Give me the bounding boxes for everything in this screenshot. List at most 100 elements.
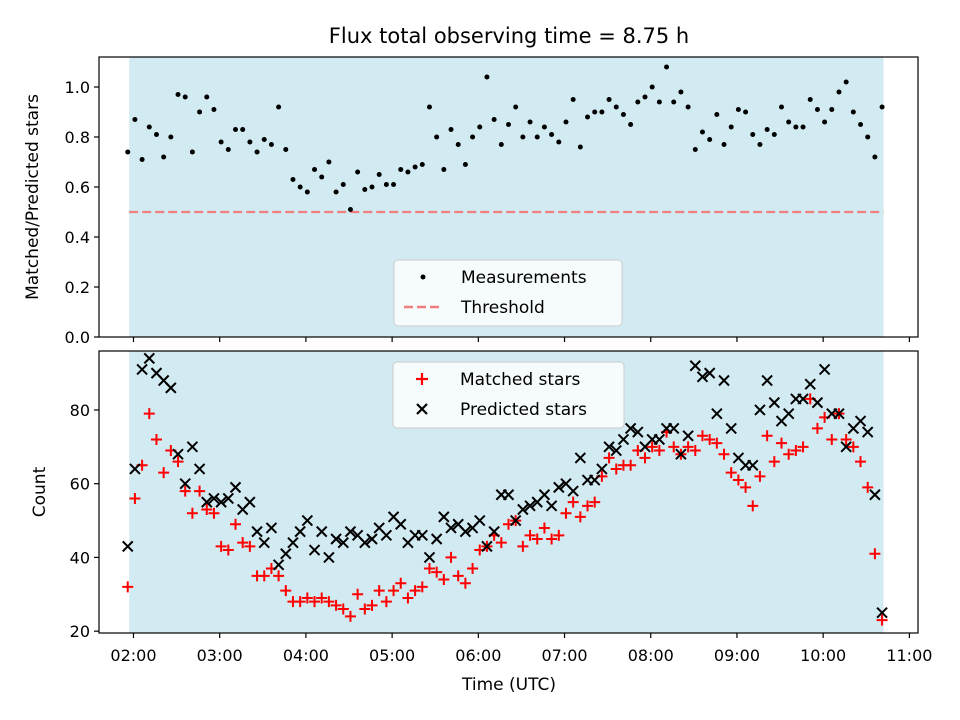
predicted-star-point <box>596 463 608 475</box>
top-y-tick-label: 1.0 <box>65 78 90 97</box>
measurement-point <box>714 112 720 117</box>
predicted-star-point <box>481 540 493 553</box>
matched-star-point <box>215 540 227 552</box>
matched-star-point <box>610 463 622 475</box>
matched-star-point <box>244 540 256 552</box>
predicted-star-point <box>725 422 737 435</box>
predicted-star-point <box>172 448 184 460</box>
matched-star-point <box>467 562 479 574</box>
measurement-point <box>829 107 835 112</box>
measurement-point <box>671 99 677 105</box>
measurement-point <box>304 189 310 195</box>
matched-star-point <box>337 603 349 615</box>
matched-star-point <box>797 441 809 453</box>
measurement-point <box>139 157 145 162</box>
matched-star-point <box>158 467 170 479</box>
predicted-star-point <box>337 536 349 549</box>
matched-star-point <box>122 581 134 593</box>
matched-star-point <box>309 596 321 608</box>
measurement-point <box>204 94 210 100</box>
measurement-point <box>362 187 368 192</box>
predicted-star-point <box>862 426 874 438</box>
matched-star-point <box>495 537 507 549</box>
predicted-star-point <box>624 422 637 435</box>
x-tick-label: 02:00 <box>110 646 156 665</box>
measurement-point <box>757 142 763 147</box>
measurement-point <box>161 154 167 160</box>
predicted-star-point <box>869 489 881 501</box>
matched-star-point <box>179 485 191 497</box>
predicted-star-point <box>287 536 299 549</box>
measurement-point <box>534 134 540 140</box>
measurement-point <box>189 149 195 155</box>
measurement-point <box>786 119 792 125</box>
measurement-point <box>333 189 339 195</box>
measurement-point <box>735 107 741 112</box>
matched-star-point <box>222 544 234 556</box>
predicted-star-point <box>215 496 227 508</box>
measurement-point <box>822 119 828 125</box>
predicted-star-point <box>632 426 644 438</box>
matched-star-point <box>625 459 637 471</box>
predicted-star-point <box>445 522 457 534</box>
bottom-y-axis-ticks: 20 40 60 80 <box>70 401 99 641</box>
measurement-point <box>800 124 806 130</box>
measurement-point <box>836 89 842 95</box>
matched-star-point <box>201 504 213 516</box>
matched-star-point <box>776 437 787 449</box>
matched-star-point <box>589 496 601 508</box>
predicted-star-point <box>193 463 206 475</box>
predicted-star-point <box>567 485 579 497</box>
matched-star-point <box>431 566 443 578</box>
matched-star-point <box>689 445 701 457</box>
matched-star-point <box>740 481 752 493</box>
predicted-star-point <box>768 396 781 409</box>
measurement-point <box>585 114 591 120</box>
matched-star-point <box>150 433 162 445</box>
bottom-legend: Matched stars Predicted stars <box>392 361 625 429</box>
measurement-point <box>146 124 152 130</box>
top-legend-box <box>393 259 623 327</box>
measurement-point <box>498 142 504 147</box>
measurement-point <box>175 92 181 97</box>
matched-star-point <box>208 507 220 519</box>
predicted-star-point <box>754 404 766 416</box>
predicted-star-point <box>201 496 213 508</box>
x-tick-label: 04:00 <box>283 646 329 665</box>
measurement-point <box>685 104 691 110</box>
predicted-star-point <box>696 371 709 383</box>
predicted-star-point <box>545 500 558 512</box>
measurement-point <box>606 97 612 102</box>
measurement-point <box>441 167 447 172</box>
bottom-y-tick-label: 20 <box>70 622 90 641</box>
matched-star-point <box>186 507 198 519</box>
bottom-y-tick-label: 40 <box>70 548 90 567</box>
measurement-point <box>434 134 440 140</box>
matched-star-point <box>194 485 206 497</box>
predicted-star-point <box>366 533 378 545</box>
measurement-point <box>865 134 871 140</box>
predicted-star-point <box>833 407 845 420</box>
matched-star-point <box>696 430 708 442</box>
measurement-point <box>556 139 562 145</box>
measurement-point <box>290 177 296 182</box>
measurement-point <box>276 104 282 110</box>
predicted-star-point <box>330 533 342 545</box>
measurement-point <box>743 109 749 115</box>
matched-star-point <box>574 511 586 523</box>
predicted-star-point <box>143 352 155 365</box>
predicted-star-point <box>265 522 278 534</box>
measurement-point <box>254 149 260 155</box>
predicted-star-point <box>811 396 824 409</box>
legend-measurements-marker <box>420 274 426 280</box>
measurement-point <box>283 147 289 152</box>
measurement-point <box>642 94 648 100</box>
matched-star-point <box>409 585 421 597</box>
measurement-point <box>527 119 533 125</box>
matched-star-point <box>524 529 536 541</box>
top-y-tick-label: 0.6 <box>65 178 90 197</box>
measurement-point <box>721 142 727 147</box>
measurement-point <box>233 127 238 132</box>
matched-star-point <box>754 470 766 482</box>
bottom-x-axis-ticks: 02:00 03:00 04:00 05:00 06:00 07:00 08:00 09:00… <box>110 633 932 665</box>
